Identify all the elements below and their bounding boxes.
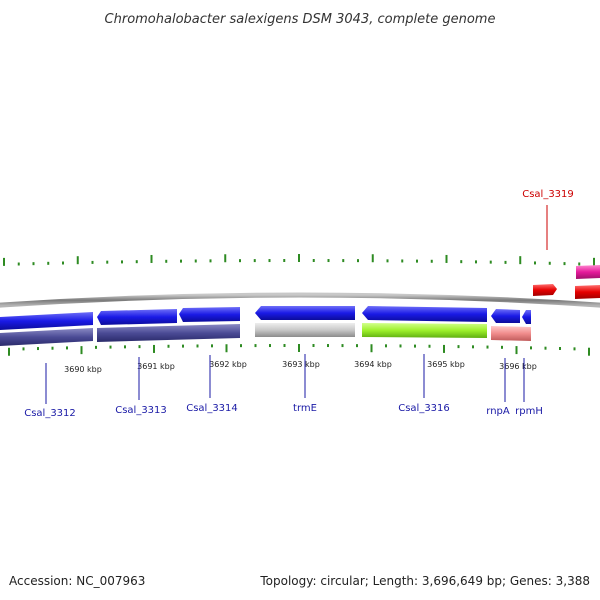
gene-magenta-feature[interactable] [576, 265, 600, 279]
gene-label[interactable]: Csal_3316 [398, 403, 450, 414]
map-title: Chromohalobacter salexigens DSM 3043, co… [105, 12, 496, 27]
scale-label: 3693 kbp [282, 360, 320, 369]
gene-csal-3314-cds[interactable] [179, 307, 240, 322]
gene-label[interactable]: trmE [293, 403, 317, 414]
gene-rpmh-cds[interactable] [522, 310, 531, 324]
scale-label: 3696 kbp [499, 362, 537, 371]
scale-labels: 3690 kbp 3691 kbp 3692 kbp 3693 kbp 3694 kbp… [64, 360, 537, 374]
gene-label[interactable]: Csal_3314 [186, 403, 238, 414]
gene-csal-3316-gene[interactable] [362, 323, 487, 338]
scale-label: 3692 kbp [209, 360, 247, 369]
scale-label: 3690 kbp [64, 365, 102, 374]
gene-red-feature-right[interactable] [575, 285, 600, 299]
gene-labels: Csal_3312 Csal_3313 Csal_3314 trmE Csal_3316… [24, 189, 574, 419]
gene-trme-cds[interactable] [255, 306, 355, 320]
gene-csal-3319-feature[interactable] [533, 284, 557, 296]
gene-label[interactable]: Csal_3313 [115, 405, 167, 416]
gene-csal-3316-cds[interactable] [362, 306, 487, 322]
accession-text: Accession: NC_007963 [9, 574, 146, 588]
gene-csal-3312-cds[interactable] [0, 312, 93, 330]
gene-label[interactable]: rpmH [515, 406, 543, 417]
gene-rnpa-rpmh-gene[interactable] [491, 326, 531, 341]
genome-summary-text: Topology: circular; Length: 3,696,649 bp… [260, 574, 590, 588]
gene-rnpa-cds[interactable] [491, 309, 520, 323]
gene-csal-3313-3314-gene[interactable] [97, 324, 240, 342]
genome-backbone [0, 292, 600, 308]
lower-tick-track [8, 344, 590, 356]
gene-csal-3312-gene[interactable] [0, 328, 93, 346]
upper-tick-track [3, 254, 595, 266]
gene-label[interactable]: Csal_3312 [24, 408, 76, 419]
gene-label[interactable]: Csal_3319 [522, 189, 574, 200]
gene-label[interactable]: rnpA [486, 406, 510, 417]
scale-label: 3694 kbp [354, 360, 392, 369]
scale-label: 3691 kbp [137, 362, 175, 371]
gene-csal-3313-cds[interactable] [97, 309, 177, 325]
gene-trme-gene[interactable] [255, 323, 355, 337]
scale-label: 3695 kbp [427, 360, 465, 369]
